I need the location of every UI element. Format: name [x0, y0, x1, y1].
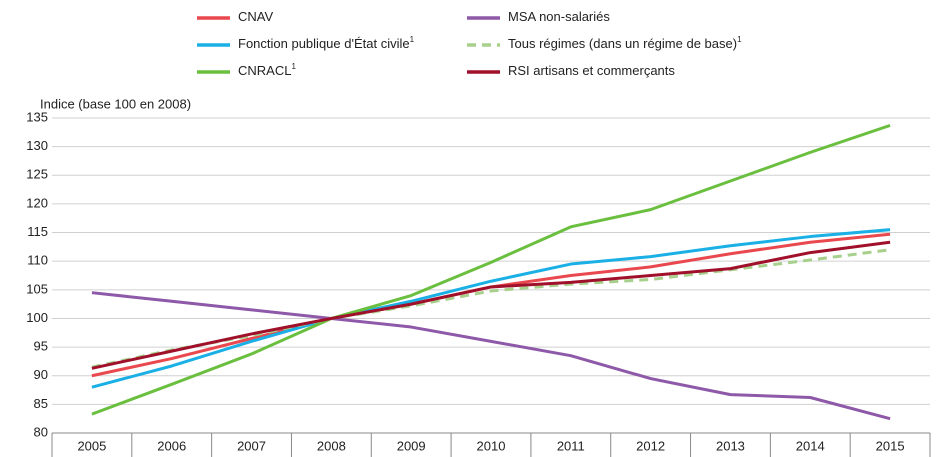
x-tick-label: 2012	[636, 438, 665, 453]
legend-note: 1	[737, 35, 742, 44]
legend-label: Tous régimes (dans un régime de base)1	[508, 35, 742, 51]
y-tick-label: 80	[34, 424, 48, 439]
y-axis-label: Indice (base 100 en 2008)	[40, 96, 191, 111]
x-tick-label: 2005	[77, 438, 106, 453]
y-tick-label: 110	[27, 253, 48, 268]
y-tick-label: 85	[34, 396, 48, 411]
y-tick-label: 115	[27, 224, 48, 239]
x-tick-label: 2011	[557, 438, 585, 453]
legend-name: CNAV	[238, 9, 273, 24]
legend-label: CNAV	[238, 9, 273, 24]
series-line	[91, 240, 891, 370]
x-tick-label: 2009	[397, 438, 426, 453]
y-tick-label: 100	[26, 310, 48, 325]
x-tick-label: 2006	[157, 438, 186, 453]
y-tick-label: 125	[26, 167, 48, 182]
legend-name: MSA non-salariés	[508, 9, 610, 24]
y-tick-label: 95	[34, 339, 48, 354]
legend-label: RSI artisans et commerçants	[508, 63, 675, 78]
legend-note: 1	[410, 35, 415, 44]
legend-name: Fonction publique d'État civile	[238, 36, 410, 51]
y-tick-label: 105	[26, 281, 48, 296]
legend-name: RSI artisans et commerçants	[508, 63, 675, 78]
series-line	[91, 124, 891, 416]
series-line	[91, 291, 891, 421]
legend-name: Tous régimes (dans un régime de base)	[508, 36, 737, 51]
legend-note: 1	[291, 62, 296, 71]
y-tick-label: 135	[26, 109, 48, 124]
y-tick-label: 130	[26, 138, 48, 153]
x-tick-label: 2007	[237, 438, 266, 453]
series-line	[91, 228, 891, 389]
x-tick-label: 2010	[477, 438, 506, 453]
x-tick-label: 2008	[317, 438, 346, 453]
x-tick-label: 2015	[876, 438, 905, 453]
y-tick-label: 90	[34, 367, 48, 382]
legend-name: CNRACL	[238, 63, 291, 78]
legend-label: Fonction publique d'État civile1	[238, 35, 415, 51]
legend-label: CNRACL1	[238, 62, 296, 78]
y-tick-label: 120	[26, 195, 48, 210]
x-tick-label: 2014	[796, 438, 825, 453]
legend-label: MSA non-salariés	[508, 9, 610, 24]
x-tick-label: 2013	[716, 438, 745, 453]
